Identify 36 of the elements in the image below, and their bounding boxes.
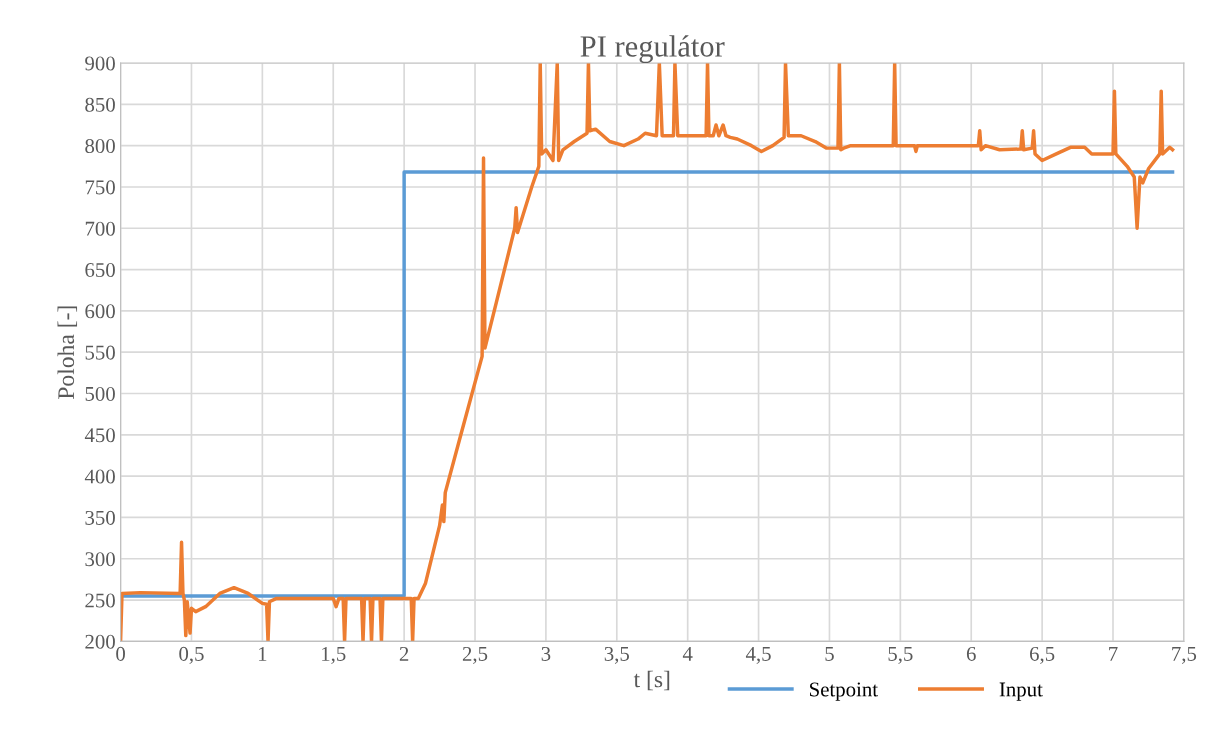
x-tick-label: 3,5 [604, 646, 629, 664]
y-tick-label: 250 [85, 593, 115, 608]
legend-label: Input [999, 682, 1043, 701]
x-tick-label: 6,5 [1030, 646, 1055, 664]
y-tick-label: 450 [84, 428, 115, 443]
x-tick-label: 7 [1109, 647, 1118, 661]
x-axis-title: t [s] [633, 670, 670, 691]
x-tick-label: 4 [682, 646, 693, 661]
y-tick-label: 750 [85, 180, 115, 195]
x-tick-label: 3 [541, 646, 551, 661]
y-tick-label: 700 [85, 221, 115, 236]
y-tick-label: 350 [85, 510, 115, 525]
y-tick-label: 900 [85, 56, 115, 71]
x-tick-label: 0 [116, 646, 125, 661]
y-tick-label: 850 [85, 97, 115, 112]
y-tick-label: 300 [85, 552, 115, 567]
x-tick-label: 7,5 [1172, 647, 1197, 664]
x-tick-label: 2,5 [462, 646, 488, 664]
y-tick-label: 800 [85, 139, 115, 154]
y-tick-label: 200 [85, 634, 115, 649]
y-tick-label: 550 [85, 345, 115, 360]
y-tick-label: 600 [85, 304, 115, 319]
y-tick-label: 500 [85, 386, 115, 401]
legend-label: Setpoint [810, 682, 878, 701]
x-tick-label: 5 [825, 647, 834, 661]
x-tick-label: 2 [399, 646, 409, 661]
y-axis-title: Poloha [-] [57, 306, 78, 400]
x-tick-label: 4,5 [745, 646, 771, 664]
x-tick-label: 0,5 [179, 646, 204, 664]
x-tick-label: 5,5 [888, 647, 913, 664]
chart-title: PI regulátor [580, 35, 725, 64]
x-tick-label: 1 [258, 646, 267, 661]
y-tick-label: 400 [84, 469, 115, 484]
x-tick-label: 1,5 [322, 646, 346, 664]
x-tick-label: 6 [966, 646, 976, 661]
y-tick-label: 650 [85, 262, 115, 278]
